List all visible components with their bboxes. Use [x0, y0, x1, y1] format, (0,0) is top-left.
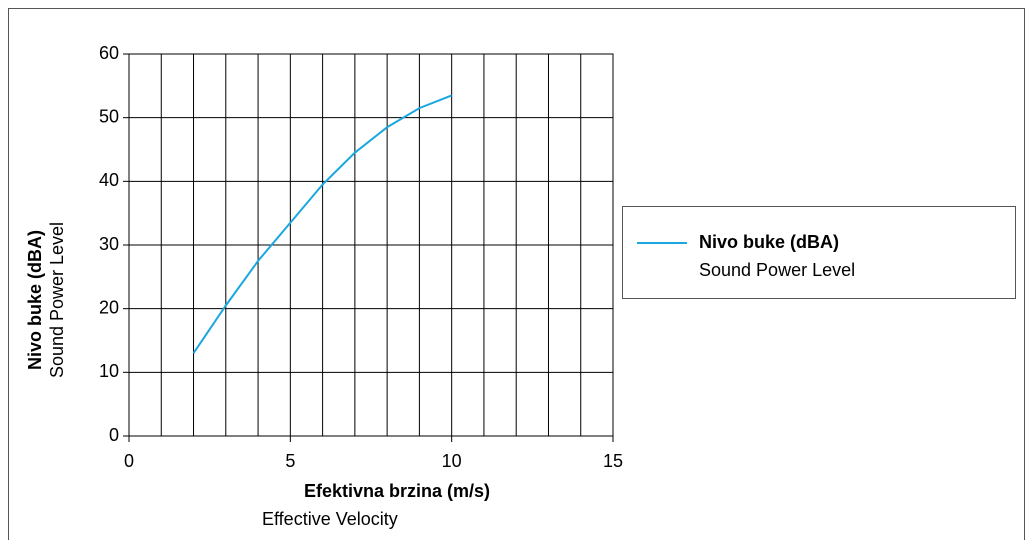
y-tick-label: 50 — [99, 106, 119, 126]
legend-sublabel: Sound Power Level — [699, 260, 855, 280]
y-tick-label: 0 — [109, 425, 119, 445]
y-tick-label: 40 — [99, 170, 119, 190]
y-tick-label: 20 — [99, 297, 119, 317]
line-series — [192, 94, 453, 354]
x-tick-label: 15 — [603, 451, 623, 471]
y-axis-sublabel: Sound Power Level — [47, 222, 67, 378]
x-axis-label: Efektivna brzina (m/s) — [304, 481, 490, 501]
y-tick-label: 10 — [99, 361, 119, 381]
x-tick-label: 10 — [442, 451, 462, 471]
x-axis-sublabel: Effective Velocity — [262, 509, 398, 529]
y-tick-label: 30 — [99, 234, 119, 254]
y-axis-label: Nivo buke (dBA) — [25, 230, 45, 370]
legend-label: Nivo buke (dBA) — [699, 232, 839, 252]
legend — [622, 206, 1016, 299]
y-tick-label: 60 — [99, 43, 119, 63]
x-tick-label: 5 — [285, 451, 295, 471]
plot-border — [128, 53, 614, 437]
x-tick-label: 0 — [124, 451, 134, 471]
frame — [8, 8, 1025, 540]
